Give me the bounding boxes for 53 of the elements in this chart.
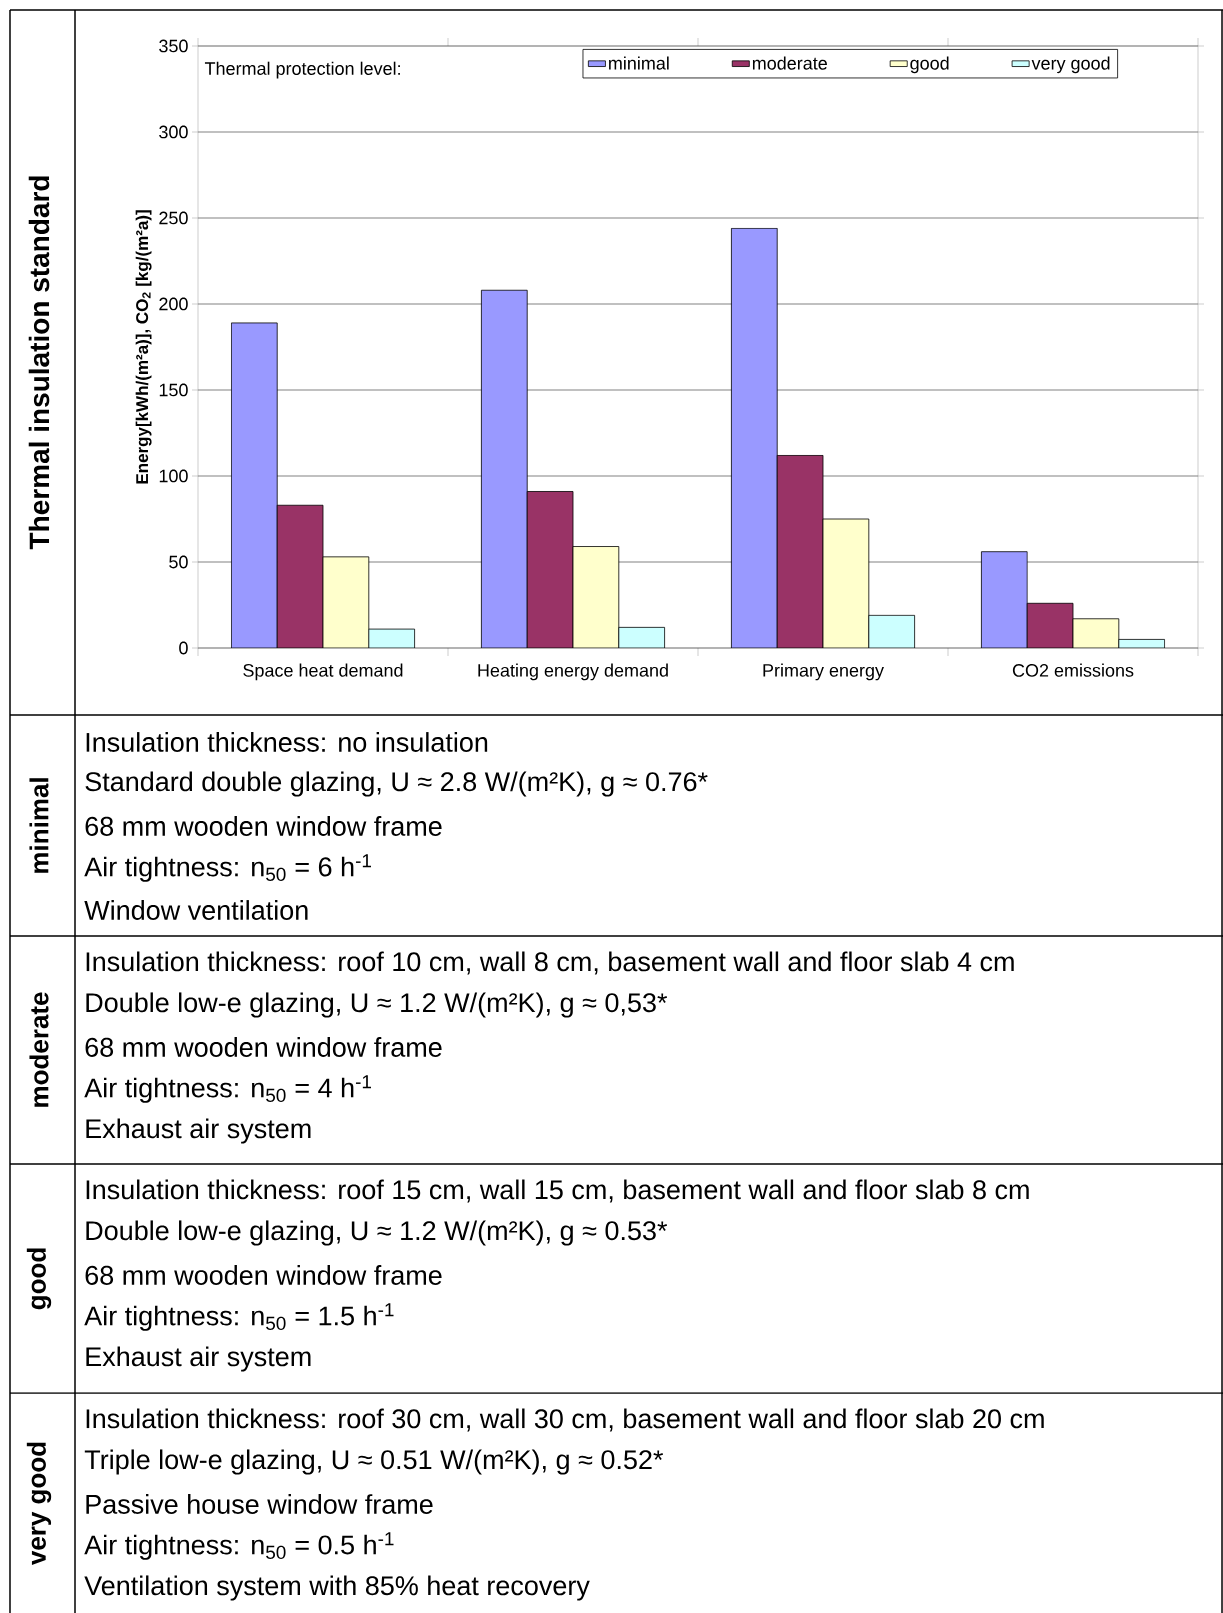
bar <box>572 546 620 649</box>
bar <box>618 626 666 649</box>
text: good <box>26 1248 52 1310</box>
y-tick-label: 0 <box>179 641 188 655</box>
text: Insulation thickness: roof 30 cm, wall 30 cm, basement wall and floor slab 20 cm <box>86 1408 1044 1432</box>
bar <box>868 614 916 649</box>
y-tick-label: 300 <box>159 125 188 139</box>
bar <box>822 518 870 649</box>
text: Ventilation system with 85% heat recovery <box>84 1575 590 1601</box>
text: very good <box>26 1442 52 1566</box>
text: 68 mm wooden window frame <box>85 1265 442 1285</box>
x-tick-label: CO2 emissions <box>1012 663 1134 677</box>
y-tick-label: 200 <box>159 297 188 311</box>
text: Passive house window frame <box>86 1494 433 1514</box>
x-tick-label: Space heat demand <box>243 663 403 681</box>
text: Air tightness: n$_{50}$ = 1.5 h$^{-1}$ <box>84 1303 394 1331</box>
x-tick-label: Primary energy <box>763 663 884 681</box>
x-tick-label: Heating energy demand <box>478 663 668 681</box>
legend-label: minimal <box>609 56 669 70</box>
text: Insulation thickness: roof 15 cm, wall 15 cm, basement wall and floor slab 8 cm <box>86 1179 1029 1203</box>
text: Exhaust air system <box>86 1118 311 1144</box>
text: Air tightness: n$_{50}$ = 0.5 h$^{-1}$ <box>84 1532 394 1560</box>
text: Thermal insulation standard <box>28 176 50 550</box>
legend-label: moderate <box>752 56 827 70</box>
text: 68 mm wooden window frame <box>85 1037 442 1057</box>
text: Exhaust air system <box>86 1346 311 1372</box>
text: 68 mm wooden window frame <box>85 816 442 836</box>
text: Insulation thickness: no insulation <box>86 732 488 752</box>
text: Triple low-e glazing, U ≈ 0.51 W/(m²K), g ≈ 0.52* <box>84 1449 664 1475</box>
bar <box>1072 618 1120 649</box>
text: Standard double glazing, U ≈ 2.8 W/(m²K), g ≈ 0.76* <box>85 771 708 797</box>
y-tick-label: 50 <box>169 555 188 569</box>
text: minimal <box>29 778 49 873</box>
text: Air tightness: n$_{50}$ = 6 h$^{-1}$ <box>84 854 371 882</box>
text: Air tightness: n$_{50}$ = 4 h$^{-1}$ <box>84 1075 371 1103</box>
y-tick-label: 350 <box>159 39 188 53</box>
y-tick-label: 100 <box>159 469 188 483</box>
bar <box>322 556 370 649</box>
y-tick-label: 150 <box>159 383 188 397</box>
legend-title: Thermal protection level: <box>204 61 400 79</box>
text: Window ventilation <box>84 900 308 920</box>
text: Double low-e glazing, U ≈ 1.2 W/(m²K), g ≈ 0.53* <box>86 1220 668 1246</box>
bar <box>776 454 824 649</box>
y-tick-label: 250 <box>159 211 188 225</box>
text: moderate <box>29 992 49 1107</box>
text: Insulation thickness: roof 10 cm, wall 8 cm, basement wall and floor slab 4 cm <box>86 951 1014 975</box>
bar <box>276 504 324 649</box>
bar <box>1026 602 1074 649</box>
y-axis-title: Energy[kWh/(m²a)], CO$_{2}$ [kg/(m²a)] <box>135 210 152 484</box>
legend-label: very good <box>1031 56 1110 74</box>
legend-label: good <box>910 56 949 74</box>
bar <box>526 491 574 649</box>
text: Double low-e glazing, U ≈ 1.2 W/(m²K), g ≈ 0,53* <box>86 992 668 1018</box>
